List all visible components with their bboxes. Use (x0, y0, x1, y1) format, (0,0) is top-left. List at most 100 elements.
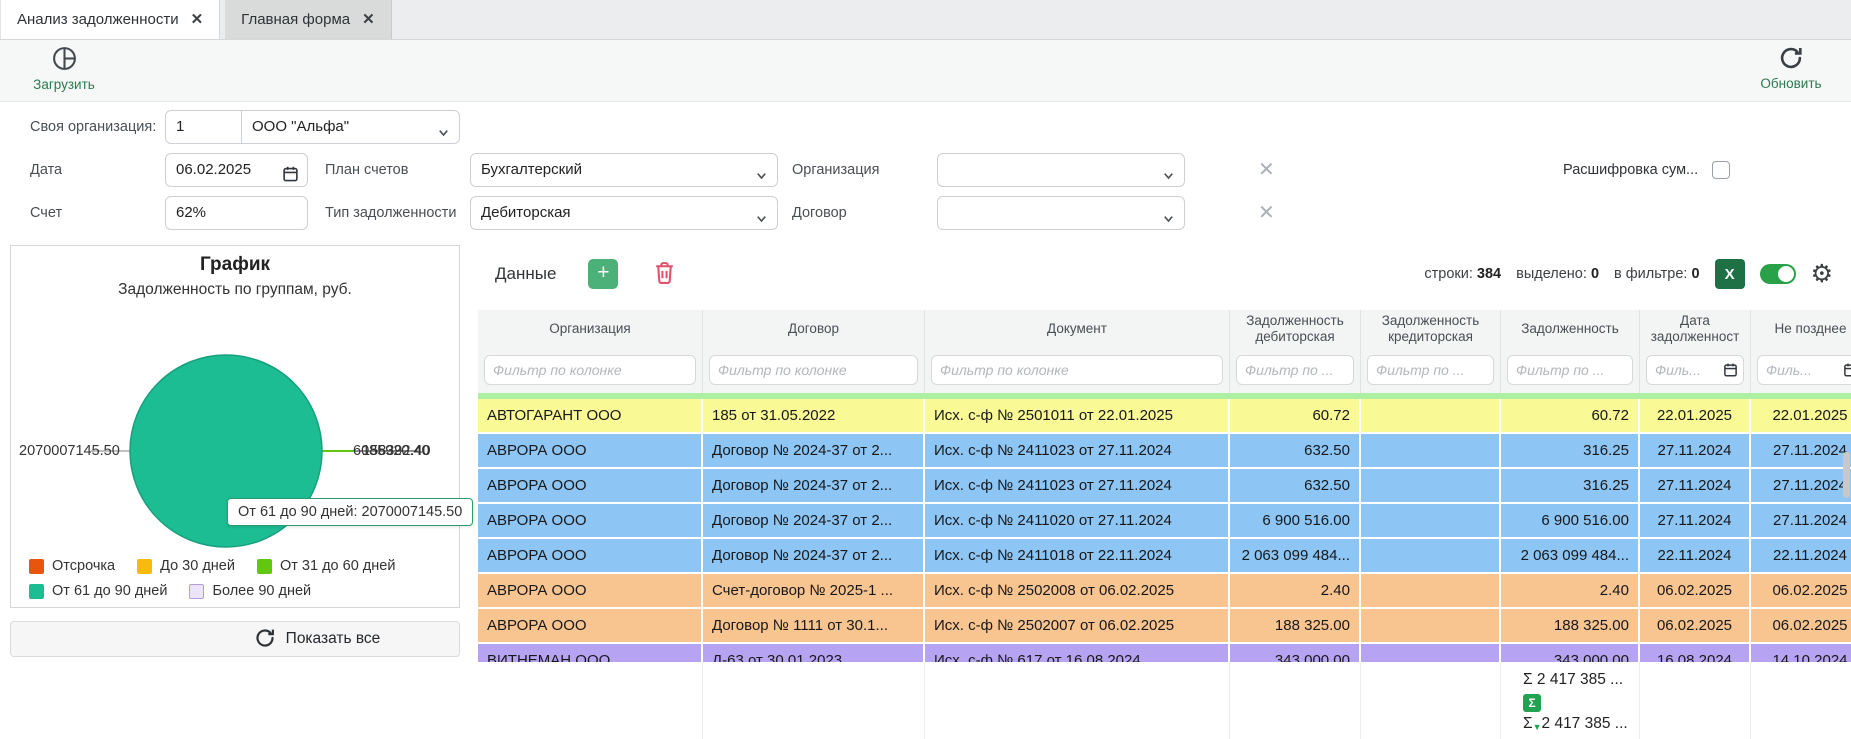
column-filter-input-3[interactable] (931, 355, 1223, 385)
debt-type-label: Тип задолженности (325, 205, 457, 221)
column-header-2[interactable]: Договор (703, 310, 925, 348)
chevron-down-icon (1161, 163, 1176, 195)
table-row[interactable]: АВРОРА ООО Договор № 2024-37 от 2... Исх. … (478, 539, 1851, 574)
contract-select[interactable] (937, 196, 1185, 230)
chevron-down-icon (1161, 206, 1176, 238)
table-cell: Исх. с-ф № 2411023 от 27.11.2024 (925, 434, 1230, 467)
calendar-icon[interactable] (1723, 362, 1738, 380)
table-cell: Договор № 2024-37 от 2... (703, 504, 925, 537)
sigma-badge[interactable]: Σ (1523, 694, 1541, 712)
tab-close-icon[interactable]: ✕ (190, 10, 204, 28)
column-filter-input-5[interactable] (1367, 355, 1494, 385)
table-cell: 22.11.2024 (1640, 539, 1751, 572)
column-header-1[interactable]: Организация (478, 310, 703, 348)
table-cell: 343 000.00 (1501, 644, 1640, 662)
table-cell: 27.11.2024 (1751, 504, 1851, 537)
account-input[interactable]: 62% (165, 196, 308, 230)
table-cell: 14.10.2024 (1751, 644, 1851, 662)
table-cell: 06.02.2025 (1640, 574, 1751, 607)
table-cell: Исх. с-ф № 2411023 от 27.11.2024 (925, 469, 1230, 502)
chart-of-accounts-select[interactable]: Бухгалтерский (470, 153, 778, 187)
debt-type-select[interactable]: Дебиторская (470, 196, 778, 230)
table-cell: 343 000.00 (1230, 644, 1361, 662)
column-filter-input-6[interactable] (1507, 355, 1633, 385)
filter-cell (478, 348, 703, 393)
delete-row-button[interactable] (652, 260, 677, 288)
add-row-button[interactable]: + (588, 259, 619, 289)
legend-label: Более 90 дней (212, 583, 312, 599)
date-input[interactable]: 06.02.2025 (165, 153, 308, 187)
table-row[interactable]: ВИТНЕМАН ООО Д-63 от 30.01.2023 Исх. с-ф №… (478, 644, 1851, 662)
table-row[interactable]: АВРОРА ООО Договор № 1111 от 30.1... Исх. … (478, 609, 1851, 644)
column-filter-input-8[interactable] (1757, 355, 1851, 385)
table-row[interactable]: АВРОРА ООО Договор № 2024-37 от 2... Исх. … (478, 504, 1851, 539)
table-cell: 27.11.2024 (1640, 504, 1751, 537)
table-cell: 06.02.2025 (1751, 574, 1851, 607)
column-filter-input-7[interactable] (1646, 355, 1744, 385)
column-header-6[interactable]: Задолженность (1501, 310, 1640, 348)
table-cell: Исх. с-ф № 2411020 от 27.11.2024 (925, 504, 1230, 537)
column-filter-input-4[interactable] (1236, 355, 1354, 385)
table-row[interactable]: АВРОРА ООО Договор № 2024-37 от 2... Исх. … (478, 469, 1851, 504)
table-cell: 188 325.00 (1501, 609, 1640, 642)
tab-debt-analysis[interactable]: Анализ задолженности ✕ (0, 0, 221, 39)
contract-clear-icon[interactable]: ✕ (1258, 202, 1275, 224)
vertical-scrollbar-thumb[interactable] (1843, 452, 1850, 498)
chevron-down-icon (436, 120, 451, 152)
table-row[interactable]: АВРОРА ООО Договор № 2024-37 от 2... Исх. … (478, 434, 1851, 469)
legend-label: От 31 до 60 дней (279, 558, 396, 574)
column-header-8[interactable]: Не позднее (1751, 310, 1851, 348)
table-row[interactable]: АВТОГАРАНТ ООО 185 от 31.05.2022 Исх. с-ф … (478, 399, 1851, 434)
table-cell: 06.02.2025 (1751, 609, 1851, 642)
table-row[interactable]: АВРОРА ООО Счет-договор № 2025-1 ... Исх. … (478, 574, 1851, 609)
pie-callout: 6085920.40 (353, 443, 430, 459)
pie-callout: 158392.40 (362, 443, 431, 459)
refresh-icon (1778, 45, 1804, 74)
own-org-code-input[interactable]: 1 (165, 110, 243, 144)
calendar-icon[interactable] (1843, 362, 1851, 380)
breakdown-checkbox[interactable] (1712, 161, 1730, 179)
column-header-3[interactable]: Документ (925, 310, 1230, 348)
tab-main-form[interactable]: Главная форма ✕ (225, 0, 392, 39)
table-cell: АВРОРА ООО (478, 434, 703, 467)
tab-close-icon[interactable]: ✕ (362, 10, 375, 28)
own-org-select[interactable]: ООО "Альфа" (241, 110, 460, 144)
table-cell (1361, 609, 1501, 642)
main-toolbar: Загрузить Обновить (0, 40, 1851, 102)
table-cell (1361, 504, 1501, 537)
tab-bar: Анализ задолженности ✕ Главная форма ✕ (0, 0, 1851, 40)
legend-label: Отсрочка (52, 558, 116, 574)
org-select[interactable] (937, 153, 1185, 187)
column-header-4[interactable]: Задолженность дебиторская (1230, 310, 1361, 348)
calendar-icon[interactable] (282, 162, 299, 194)
load-button[interactable]: Загрузить (24, 45, 104, 92)
table-cell: 22.11.2024 (1751, 539, 1851, 572)
refresh-icon (254, 627, 276, 652)
org-clear-icon[interactable]: ✕ (1258, 159, 1275, 181)
color-toggle[interactable] (1759, 264, 1796, 284)
pie-chart[interactable] (11, 246, 459, 607)
gear-icon[interactable]: ⚙ (1810, 259, 1833, 288)
column-filter-input-2[interactable] (709, 355, 918, 385)
table-cell (1361, 574, 1501, 607)
chart-title: График (199, 254, 271, 275)
column-filter-input-1[interactable] (484, 355, 696, 385)
pie-callouts-right: 6085920.40 158392.40 (353, 443, 463, 461)
column-header-7[interactable]: Дата задолженност (1640, 310, 1751, 348)
table-cell: 27.11.2024 (1640, 434, 1751, 467)
chart-legend: Отсрочка До 30 дней От 31 до 60 дней От 61 … (29, 558, 453, 599)
excel-export-button[interactable]: X (1714, 259, 1745, 289)
table-cell (1361, 644, 1501, 662)
refresh-button[interactable]: Обновить (1749, 45, 1833, 91)
table-cell: 27.11.2024 (1640, 469, 1751, 502)
show-all-button[interactable]: Показать все (10, 621, 460, 657)
filter-cell (1230, 348, 1361, 393)
table-cell: Исх. с-ф № 2411018 от 22.11.2024 (925, 539, 1230, 572)
table-cell: Исх. с-ф № 2502007 от 06.02.2025 (925, 609, 1230, 642)
table-cell: 06.02.2025 (1640, 609, 1751, 642)
load-icon (51, 45, 78, 75)
table-cell: Договор № 2024-37 от 2... (703, 434, 925, 467)
legend-swatch (256, 558, 272, 574)
column-header-5[interactable]: Задолженность кредиторская (1361, 310, 1501, 348)
table-cell: Исх. с-ф № 2501011 от 22.01.2025 (925, 399, 1230, 432)
